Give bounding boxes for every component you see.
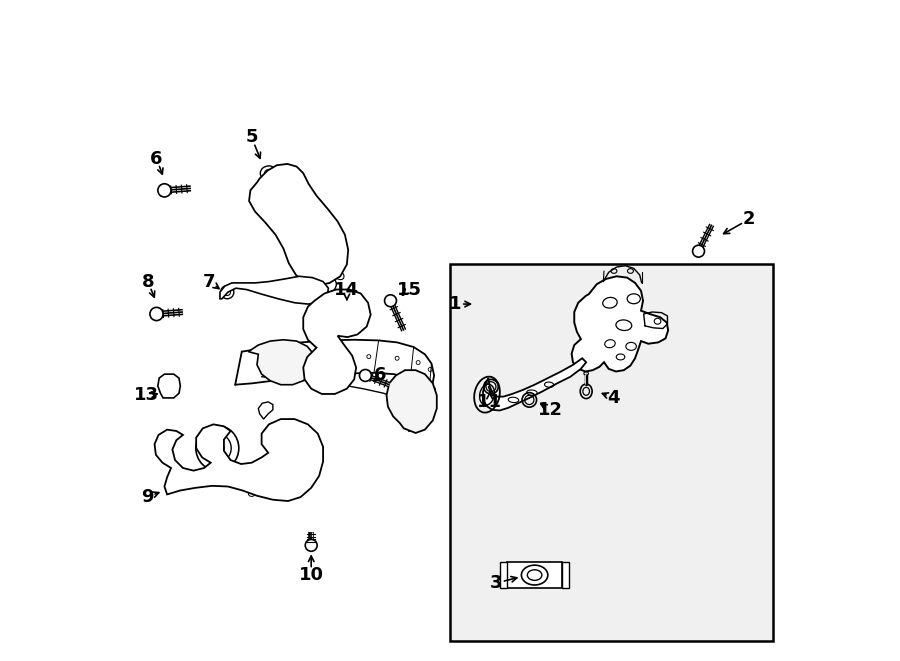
Polygon shape: [562, 562, 569, 588]
Polygon shape: [258, 402, 273, 419]
Text: 3: 3: [490, 574, 502, 592]
Polygon shape: [249, 164, 348, 286]
Text: 5: 5: [246, 128, 258, 147]
Bar: [450, 264, 772, 641]
Polygon shape: [155, 419, 323, 501]
Polygon shape: [507, 562, 562, 588]
Text: 12: 12: [538, 401, 563, 419]
Ellipse shape: [305, 539, 317, 551]
Text: 13: 13: [133, 386, 158, 405]
Ellipse shape: [384, 295, 397, 307]
Ellipse shape: [158, 184, 171, 197]
Text: 2: 2: [742, 210, 755, 229]
Polygon shape: [572, 276, 668, 371]
Text: 9: 9: [141, 488, 154, 506]
Polygon shape: [220, 276, 328, 304]
Text: 11: 11: [477, 393, 502, 411]
Polygon shape: [500, 562, 507, 588]
Text: 7: 7: [203, 272, 216, 291]
Text: 1: 1: [449, 295, 462, 313]
Ellipse shape: [150, 307, 163, 321]
Text: 8: 8: [141, 272, 154, 291]
Text: 4: 4: [608, 389, 620, 407]
Text: 10: 10: [299, 566, 324, 584]
Polygon shape: [386, 370, 436, 433]
Polygon shape: [158, 374, 180, 398]
Polygon shape: [483, 358, 586, 410]
Text: 14: 14: [335, 280, 359, 299]
Text: 6: 6: [374, 366, 387, 385]
Ellipse shape: [359, 369, 372, 381]
Polygon shape: [248, 340, 315, 385]
Ellipse shape: [693, 245, 705, 257]
Text: 6: 6: [150, 149, 163, 168]
Text: 15: 15: [397, 280, 421, 299]
Polygon shape: [303, 290, 371, 394]
